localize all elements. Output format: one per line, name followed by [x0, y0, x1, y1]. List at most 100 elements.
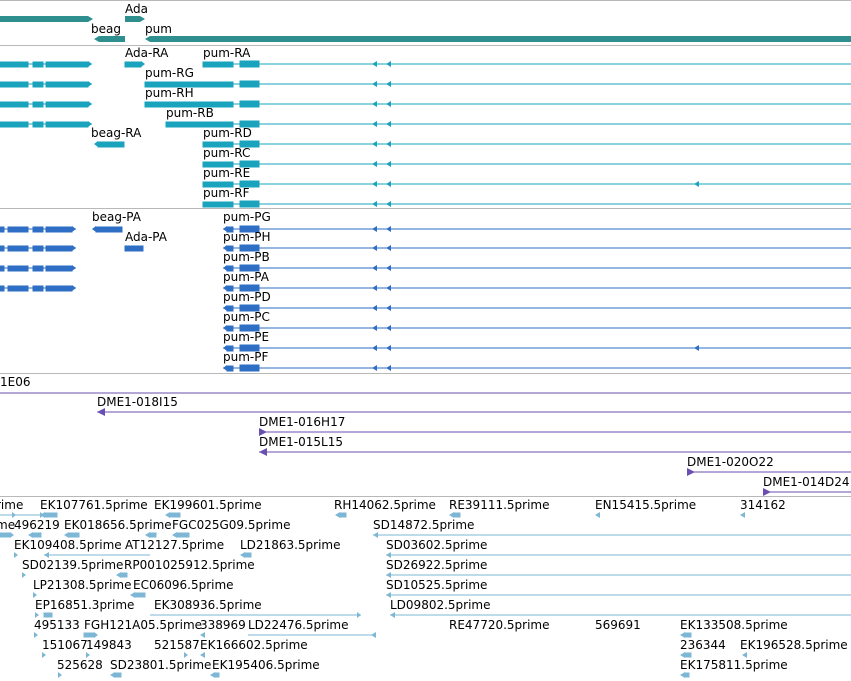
protein-glyph[interactable]	[0, 245, 76, 252]
protein-glyph-pum-ph[interactable]	[223, 244, 851, 252]
est-glyph[interactable]	[0, 532, 14, 538]
protein-label-beag-pa[interactable]: beag-PA	[92, 210, 141, 224]
protein-label-pum-pe[interactable]: pum-PE	[223, 330, 270, 344]
est-glyph[interactable]	[116, 572, 128, 578]
protein-glyph-beag-pa[interactable]	[92, 226, 123, 233]
transcript-glyph-pum-rc[interactable]	[202, 160, 851, 168]
protein-label-pum-pa[interactable]: pum-PA	[223, 270, 269, 284]
est-label[interactable]: 496219	[14, 518, 60, 532]
transcript-glyph-beag-ra[interactable]	[94, 141, 125, 148]
est-label[interactable]: FGC025G09.5prime	[172, 518, 291, 532]
protein-glyph-pum-pe[interactable]	[223, 344, 851, 352]
est-label[interactable]: SD26922.5prime	[386, 558, 488, 572]
est-glyph[interactable]	[740, 512, 745, 518]
est-glyph[interactable]	[44, 552, 150, 558]
est-label[interactable]: SD03602.5prime	[386, 538, 488, 552]
protein-glyph-pum-pf[interactable]	[223, 364, 851, 372]
gene-label-ada[interactable]: Ada	[125, 2, 148, 16]
protein-glyph-pum-pd[interactable]	[223, 304, 851, 312]
est-label[interactable]: 569691	[595, 618, 641, 632]
est-label[interactable]: EK166602.5prime	[200, 638, 308, 652]
transcript-label-pum-rg[interactable]: pum-RG	[145, 66, 194, 80]
transcript-glyph-pum-rg[interactable]	[144, 80, 851, 88]
est-label[interactable]: LD09802.5prime	[390, 598, 491, 612]
est-label[interactable]: 338969	[200, 618, 246, 632]
est-label[interactable]: 521587	[154, 638, 200, 652]
est-label[interactable]: 149843	[86, 638, 132, 652]
est-glyph[interactable]	[83, 632, 98, 638]
gene-glyph-pum[interactable]	[145, 36, 851, 42]
est-label[interactable]: EK109408.5prime	[14, 538, 122, 552]
transcript-glyph[interactable]	[0, 61, 92, 68]
est-glyph[interactable]	[86, 652, 90, 658]
est-glyph[interactable]	[28, 532, 42, 538]
est-glyph[interactable]	[240, 552, 252, 558]
est-glyph[interactable]	[449, 512, 461, 518]
est-label[interactable]: SD23801.5prime	[110, 658, 212, 672]
transcript-label-ada-ra[interactable]: Ada-RA	[125, 46, 169, 60]
clone-label-dme1-020o22[interactable]: DME1-020O22	[687, 455, 774, 469]
clone-glyph-dme1-016h17[interactable]	[259, 428, 851, 436]
protein-label-pum-ph[interactable]: pum-PH	[223, 230, 271, 244]
est-glyph[interactable]	[680, 652, 692, 658]
clone-label-dme1-015l15[interactable]: DME1-015L15	[259, 435, 343, 449]
gene-label-beag[interactable]: beag	[91, 22, 121, 36]
protein-glyph[interactable]	[0, 226, 76, 233]
est-label[interactable]: EK175811.5prime	[680, 658, 788, 672]
est-label[interactable]: RE47720.5prime	[449, 618, 550, 632]
transcript-label-pum-re[interactable]: pum-RE	[203, 166, 251, 180]
est-glyph[interactable]	[373, 532, 851, 538]
protein-label-pum-pb[interactable]: pum-PB	[223, 250, 270, 264]
est-glyph[interactable]	[34, 632, 38, 638]
clone-label-dme1-016h17[interactable]: DME1-016H17	[259, 415, 346, 429]
est-glyph[interactable]	[64, 532, 80, 538]
est-glyph[interactable]	[40, 512, 58, 518]
est-glyph[interactable]	[386, 592, 851, 598]
protein-glyph-pum-pc[interactable]	[223, 324, 851, 332]
protein-label-pum-pg[interactable]: pum-PG	[223, 210, 271, 224]
protein-label-ada-pa[interactable]: Ada-PA	[125, 230, 167, 244]
clone-glyph-dme1-018i15[interactable]	[97, 408, 851, 416]
est-label[interactable]: 495133	[34, 618, 80, 632]
est-label[interactable]: EK196528.5prime	[740, 638, 848, 652]
est-glyph[interactable]	[595, 512, 600, 518]
transcript-glyph-pum-rb[interactable]	[165, 120, 851, 128]
est-glyph[interactable]	[145, 532, 157, 538]
est-label[interactable]: SD10525.5prime	[386, 578, 488, 592]
gene-glyph-ada[interactable]	[125, 16, 145, 22]
est-glyph[interactable]	[390, 612, 851, 618]
est-glyph[interactable]	[200, 632, 205, 638]
est-label[interactable]: 314162	[740, 498, 786, 512]
est-glyph[interactable]	[742, 652, 747, 658]
est-glyph[interactable]	[14, 552, 18, 558]
est-label[interactable]: EK308936.5prime	[154, 598, 262, 612]
gene-glyph-beag[interactable]	[94, 36, 125, 42]
est-label[interactable]: RP001025912.5prime	[124, 558, 255, 572]
clone-label-1e06[interactable]: 1E06	[0, 375, 31, 389]
est-label[interactable]: SD14872.5prime	[373, 518, 475, 532]
transcript-glyph-pum-re[interactable]	[202, 180, 851, 188]
est-label[interactable]: AT12127.5prime	[125, 538, 225, 552]
est-glyph[interactable]	[210, 672, 220, 678]
protein-label-pum-pd[interactable]: pum-PD	[223, 290, 271, 304]
est-label[interactable]: EC06096.5prime	[133, 578, 234, 592]
transcript-glyph-pum-rd[interactable]	[202, 140, 851, 148]
protein-label-pum-pc[interactable]: pum-PC	[223, 310, 270, 324]
transcript-label-pum-rc[interactable]: pum-RC	[203, 146, 251, 160]
est-label[interactable]: EK199601.5prime	[154, 498, 262, 512]
est-label[interactable]: 525628	[57, 658, 103, 672]
transcript-glyph-ada-ra[interactable]	[124, 61, 145, 68]
est-glyph[interactable]	[35, 612, 53, 618]
est-glyph[interactable]	[110, 672, 122, 678]
est-label[interactable]: 151067	[42, 638, 88, 652]
est-label[interactable]: RH14062.5prime	[334, 498, 436, 512]
transcript-glyph-pum-ra[interactable]	[202, 60, 851, 68]
protein-glyph-pum-pa[interactable]	[223, 284, 851, 292]
clone-glyph-dme1-014d24[interactable]	[763, 488, 851, 496]
est-label[interactable]: EN15415.5prime	[595, 498, 697, 512]
est-label[interactable]: EP16851.3prime	[35, 598, 135, 612]
gene-label-pum[interactable]: pum	[145, 22, 172, 36]
est-glyph[interactable]	[680, 672, 690, 678]
transcript-glyph[interactable]	[0, 121, 92, 128]
protein-label-pum-pf[interactable]: pum-PF	[223, 350, 269, 364]
